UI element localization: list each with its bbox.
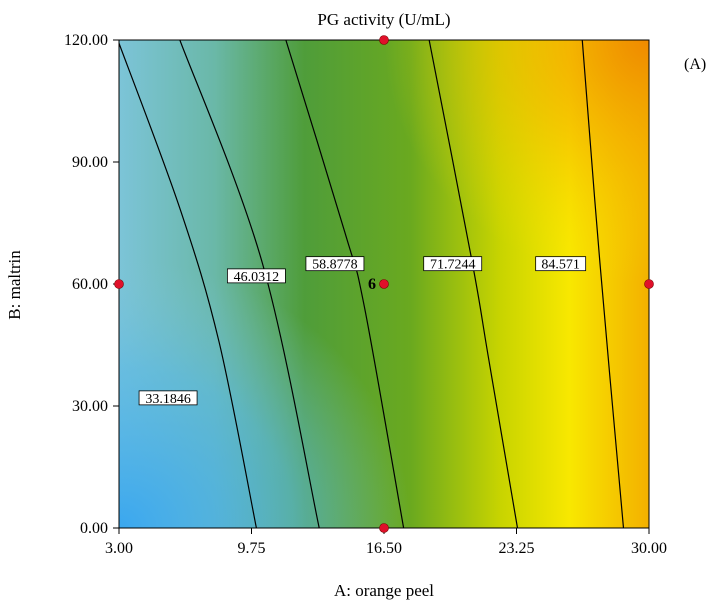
contour-label-box xyxy=(227,268,286,284)
contour-label-box xyxy=(423,256,483,272)
y-tick-label: 90.00 xyxy=(72,154,108,171)
design-point xyxy=(114,279,124,289)
design-point xyxy=(379,279,389,289)
contour-label-box xyxy=(138,390,198,406)
contour-line xyxy=(428,40,519,528)
x-axis-title: A: orange peel xyxy=(334,581,434,600)
contour-label: 71.7244 xyxy=(430,258,476,273)
design-point xyxy=(644,279,654,289)
chart-title: PG activity (U/mL) xyxy=(317,10,450,29)
panel-label: (A) xyxy=(684,56,707,73)
x-tick-label: 3.00 xyxy=(105,540,133,557)
x-tick-label: 30.00 xyxy=(631,540,667,557)
design-point xyxy=(379,35,389,45)
y-tick-label: 120.00 xyxy=(64,32,108,49)
design-point-count: 6 xyxy=(368,276,376,293)
y-tick-label: 30.00 xyxy=(72,398,108,415)
contour-label: 58.8778 xyxy=(312,258,358,273)
contour-line xyxy=(119,43,257,528)
x-tick-label: 9.75 xyxy=(238,540,266,557)
y-tick-label: 0.00 xyxy=(80,520,108,537)
y-tick-label: 60.00 xyxy=(72,276,108,293)
contour-label: 46.0312 xyxy=(234,270,280,285)
x-tick-label: 16.50 xyxy=(366,540,402,557)
contour-label-box xyxy=(535,256,587,272)
contour-line xyxy=(179,40,320,528)
contour-label: 33.1846 xyxy=(145,392,191,407)
contour-label-box xyxy=(305,256,365,272)
design-point xyxy=(379,523,389,533)
y-axis-title: B: maltrin xyxy=(5,250,24,320)
x-tick-label: 23.25 xyxy=(499,540,535,557)
contour-line xyxy=(581,40,625,528)
contour-label: 84.571 xyxy=(541,258,580,273)
